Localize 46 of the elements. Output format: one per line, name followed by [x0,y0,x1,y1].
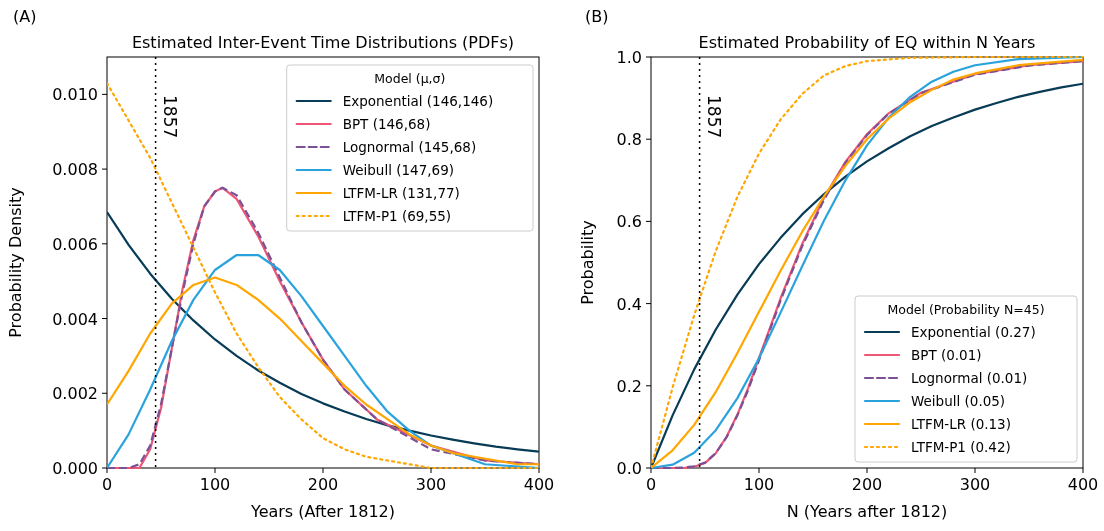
x-tick-label: 100 [743,475,775,494]
y-tick-label: 0.2 [616,376,642,396]
legend-label: Exponential (0.27) [911,324,1036,340]
y-tick-label: 0.0 [616,459,642,478]
x-tick-label: 300 [959,475,991,494]
y-axis-title: Probability Density [6,187,25,338]
legend-label: Weibull (0.05) [911,393,1006,409]
x-tick-label: 400 [523,475,555,494]
y-tick-label: 1.0 [616,48,642,67]
legend-label: LTFM-P1 (0.42) [911,439,1011,455]
text: (B) [585,7,609,26]
y-tick-label: 0.4 [616,294,642,314]
legend-label: Lognormal (0.01) [911,370,1028,386]
x-tick-label: 100 [199,475,231,494]
annotation: 1857 [703,95,724,139]
legend-label: BPT (146,68) [342,116,431,132]
x-tick-label: 200 [307,475,339,494]
y-tick-label: 0.008 [52,160,98,180]
y-tick-label: 0.6 [616,212,642,232]
legend-label: Lognormal (145,68) [342,139,477,155]
y-tick-label: 0.8 [616,130,642,150]
x-tick-label: 300 [415,475,447,494]
legend-title: Model (Probability N=45) [887,302,1045,317]
chart-title: Estimated Probability of EQ within N Years [698,33,1036,52]
legend-label: BPT (0.01) [911,347,982,363]
legend-label: LTFM-LR (131,77) [342,185,460,201]
legend-title: Model (μ,σ) [374,71,446,86]
y-tick-label: 0.002 [52,384,98,404]
x-tick-label: 400 [1067,475,1099,494]
x-tick-label: 0 [101,475,113,494]
text: (A) [13,7,37,26]
y-tick-label: 0.006 [52,234,98,254]
y-axis-title: Probability [578,220,597,305]
y-tick-label: 0.010 [52,85,98,105]
x-axis-title: N (Years after 1812) [786,502,948,521]
y-tick-label: 0.004 [52,309,98,329]
x-tick-label: 200 [851,475,883,494]
x-axis-title: Years (After 1812) [249,502,396,521]
annotation: 1857 [159,95,180,139]
chart-title: Estimated Inter-Event Time Distributions (PDFs) [131,33,515,52]
legend-label: Exponential (146,146) [342,93,494,109]
legend-label: Weibull (147,69) [342,162,455,178]
y-tick-label: 0.000 [52,459,98,478]
x-tick-label: 0 [645,475,657,494]
legend-label: LTFM-LR (0.13) [911,416,1011,432]
legend-label: LTFM-P1 (69,55) [342,208,452,224]
